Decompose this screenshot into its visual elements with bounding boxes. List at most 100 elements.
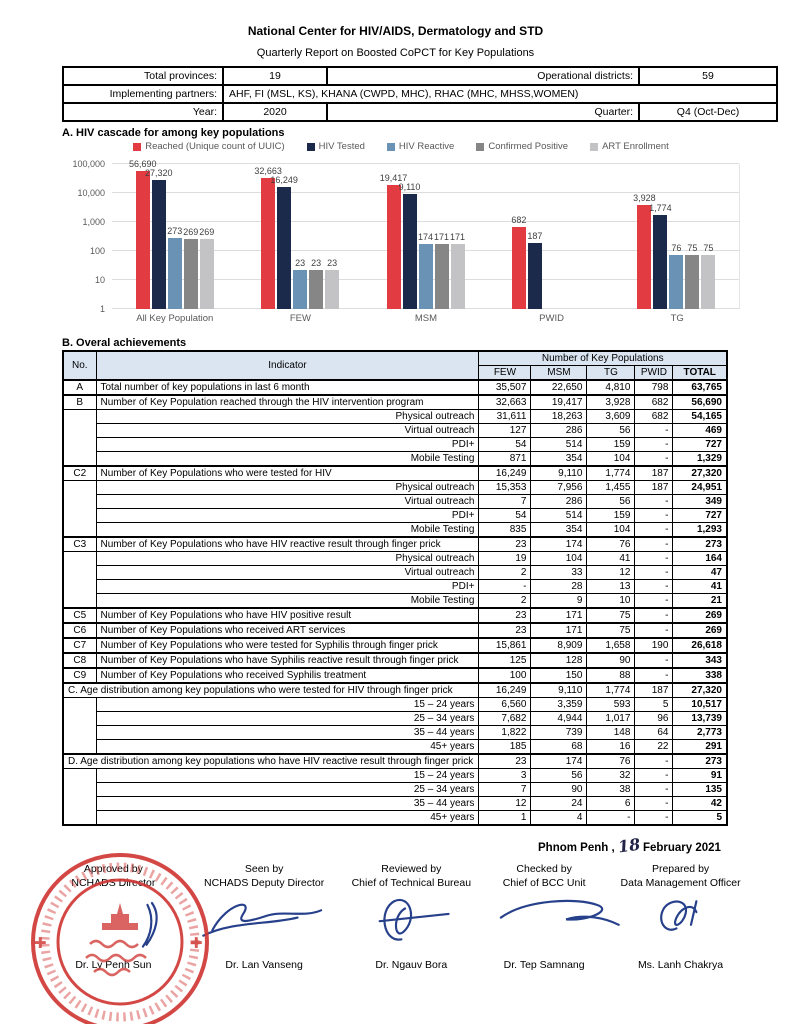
indicator-cell: Number of Key Populations who have Syphi… [95, 652, 480, 669]
table-row: 45+ years 185 68 16 22 291 [63, 739, 728, 755]
bar-value-label: 3,928 [633, 192, 656, 203]
bar-slot: 174 [418, 164, 433, 309]
table-row: B Number of Key Population reached throug… [62, 394, 728, 410]
value-cell: 28 [530, 579, 588, 594]
indicator-sub-cell: 25 – 34 years [95, 782, 480, 797]
row-no-cell: C7 [62, 637, 97, 654]
value-cell: 19 [478, 551, 532, 566]
table-row: PDI+ 54 514 159-727 [63, 508, 728, 523]
table-row: Physical outreach 31,611 18,263 3,609 682 54,… [62, 409, 728, 467]
value-cell: 187 [634, 465, 674, 481]
value-cell: - [634, 494, 674, 509]
bar-value-label: 171 [434, 232, 450, 243]
value-cell: 100 [478, 667, 532, 684]
indicator-sub-cell: Physical outreach [95, 409, 480, 424]
total-provinces-label: Total provinces: [62, 66, 224, 86]
legend-item: Confirmed Positive [476, 141, 568, 152]
gridline [112, 192, 739, 193]
value-cell: 22 [634, 739, 674, 755]
signature-section: Approved by NCHADS Director Dr. Ly Penh Su… [38, 862, 756, 971]
col-header-msm: MSM [530, 365, 588, 381]
table-row: Physical outreach 15,353 7,956 1,455 187 24,9… [62, 480, 728, 538]
table-row: 35 – 44 years 1,822 739 148 64 2,773 [63, 725, 728, 740]
bar-slot: 75 [685, 164, 700, 309]
bar-slot: 187 [527, 164, 542, 309]
x-axis-label: PWID [539, 313, 564, 324]
date-city: Phnom Penh , [538, 842, 615, 854]
row-no-cell: C8 [62, 652, 97, 669]
bar-slot: 9,110 [399, 164, 420, 309]
bar-value-label: 32,663 [254, 166, 282, 177]
report-date: Phnom Penh , 18 February 2021 [538, 835, 721, 857]
report-info-table: Total provinces: 19 Operational district… [62, 66, 778, 122]
bar [151, 180, 166, 309]
value-cell: 56 [530, 768, 588, 783]
value-cell: 90 [530, 782, 588, 797]
bar [199, 238, 214, 309]
bar-slot: 682 [511, 164, 526, 309]
value-cell: 2 [478, 565, 532, 580]
value-cell: 23 [478, 622, 532, 639]
value-cell: 24 [530, 796, 588, 811]
legend-label: ART Enrollment [602, 141, 669, 152]
indicator-sub-cell: 35 – 44 years [95, 796, 480, 811]
value-cell: 63,765 [672, 379, 728, 396]
value-cell: 33 [530, 565, 588, 580]
value-cell: 125 [478, 652, 532, 669]
value-cell: 148 [586, 725, 636, 740]
value-cell: 286 [530, 494, 588, 509]
bar-slot: 171 [434, 164, 450, 309]
table-row: 35 – 44 years 12 24 6-42 [63, 796, 728, 811]
indicator-sub-cell: 15 – 24 years [95, 697, 480, 712]
legend-item: HIV Tested [306, 141, 365, 152]
bar-slot: 27,320 [145, 164, 172, 309]
value-cell: 1,293 [672, 522, 728, 538]
value-cell: 343 [672, 652, 728, 669]
value-cell: 12 [478, 796, 532, 811]
value-cell: 2 [478, 593, 532, 609]
legend-label: Reached (Unique count of UUIC) [145, 141, 285, 152]
indicator-cell: Number of Key Populations who have HIV p… [95, 607, 480, 624]
bar-slot: 269 [183, 164, 199, 309]
signature-title-line1: Approved by [83, 863, 143, 875]
bar [685, 254, 700, 309]
table-row: C. Age distribution among key population… [62, 682, 728, 698]
row-no-cell: B [62, 394, 97, 410]
bar-slot: 19,417 [380, 164, 407, 309]
indicator-sub-cell: PDI+ [95, 437, 480, 452]
col-header-total: TOTAL [672, 365, 728, 381]
row-no-cell [62, 409, 97, 467]
value-cell: - [634, 810, 674, 826]
signature-name: Dr. Ngauv Bora [375, 959, 448, 971]
bar-value-label: 75 [687, 242, 698, 253]
bar-value-label: 269 [183, 226, 199, 237]
value-cell: 354 [530, 451, 588, 467]
value-cell: 9,110 [530, 682, 588, 698]
signature-ink-icon [142, 901, 159, 948]
value-cell: 727 [672, 437, 728, 452]
value-cell: 593 [586, 697, 636, 712]
value-cell: 1,455 [586, 480, 636, 495]
bar [511, 226, 526, 309]
value-cell: 871 [478, 451, 532, 467]
operational-districts-label: Operational districts: [326, 66, 640, 86]
bar-slot [560, 164, 574, 309]
bar-slot: 23 [293, 164, 308, 309]
value-cell: 16,249 [478, 682, 532, 698]
value-cell: 514 [530, 437, 588, 452]
indicator-sub-cell: Virtual outreach [95, 494, 480, 509]
indicator-cell: Number of Key Populations who received S… [95, 667, 480, 684]
value-cell: 27,320 [672, 682, 728, 698]
value-cell: 269 [672, 607, 728, 624]
indicator-sub-cell: 45+ years [95, 739, 480, 755]
value-cell: 10,517 [672, 697, 728, 712]
signature-title: Prepared by Data Management Officer [605, 862, 756, 890]
bar-slot: 23 [325, 164, 340, 309]
row-no-cell [62, 551, 97, 609]
value-cell: 174 [530, 753, 588, 769]
bar-group: 3,928 1,774 76 75 75 [614, 164, 739, 309]
bar-value-label: 19,417 [379, 172, 408, 183]
col-header-few: FEW [478, 365, 532, 381]
value-cell: - [634, 551, 674, 566]
value-cell: 90 [586, 652, 636, 669]
